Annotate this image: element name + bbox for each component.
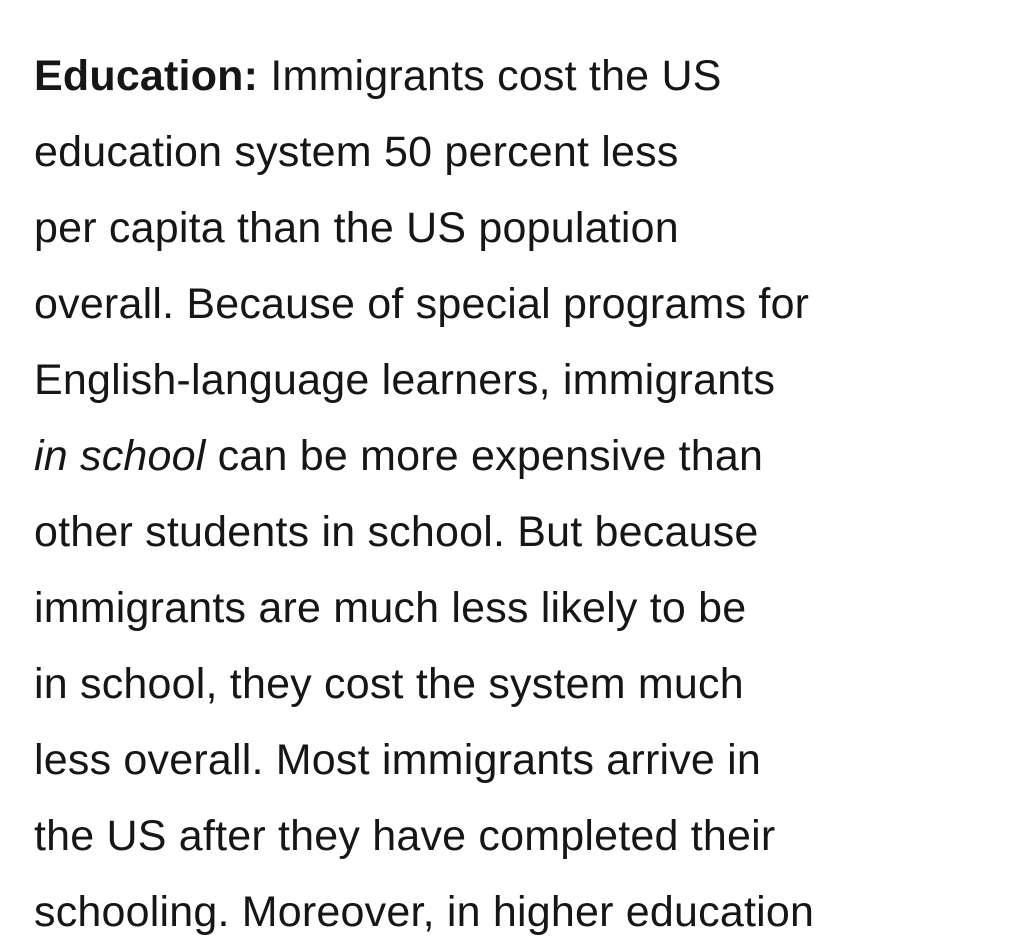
- paragraph-line-5: English-language learners, immigrants: [34, 356, 776, 404]
- paragraph-line-10: less overall. Most immigrants arrive in: [34, 736, 762, 784]
- emphasis-text: in school: [34, 432, 206, 480]
- paragraph-line-3: per capita than the US population: [34, 204, 679, 252]
- paragraph-line-6: in school can be more expensive than: [34, 418, 994, 494]
- paragraph-heading: Education:: [34, 52, 259, 100]
- paragraph-line-1: Education: Immigrants cost the US: [34, 38, 994, 114]
- education-paragraph: Education: Immigrants cost the US educat…: [34, 38, 994, 945]
- paragraph-line-4: overall. Because of special programs for: [34, 280, 810, 328]
- paragraph-line-12: schooling. Moreover, in higher education: [34, 888, 815, 936]
- paragraph-line-7: other students in school. But because: [34, 508, 759, 556]
- paragraph-line-2: education system 50 percent less: [34, 128, 679, 176]
- paragraph-text: can be more expensive than: [205, 432, 764, 480]
- paragraph-text: Immigrants cost the US: [258, 52, 722, 100]
- paragraph-line-9: in school, they cost the system much: [34, 660, 744, 708]
- paragraph-line-11: the US after they have completed their: [34, 812, 776, 860]
- paragraph-line-8: immigrants are much less likely to be: [34, 584, 747, 632]
